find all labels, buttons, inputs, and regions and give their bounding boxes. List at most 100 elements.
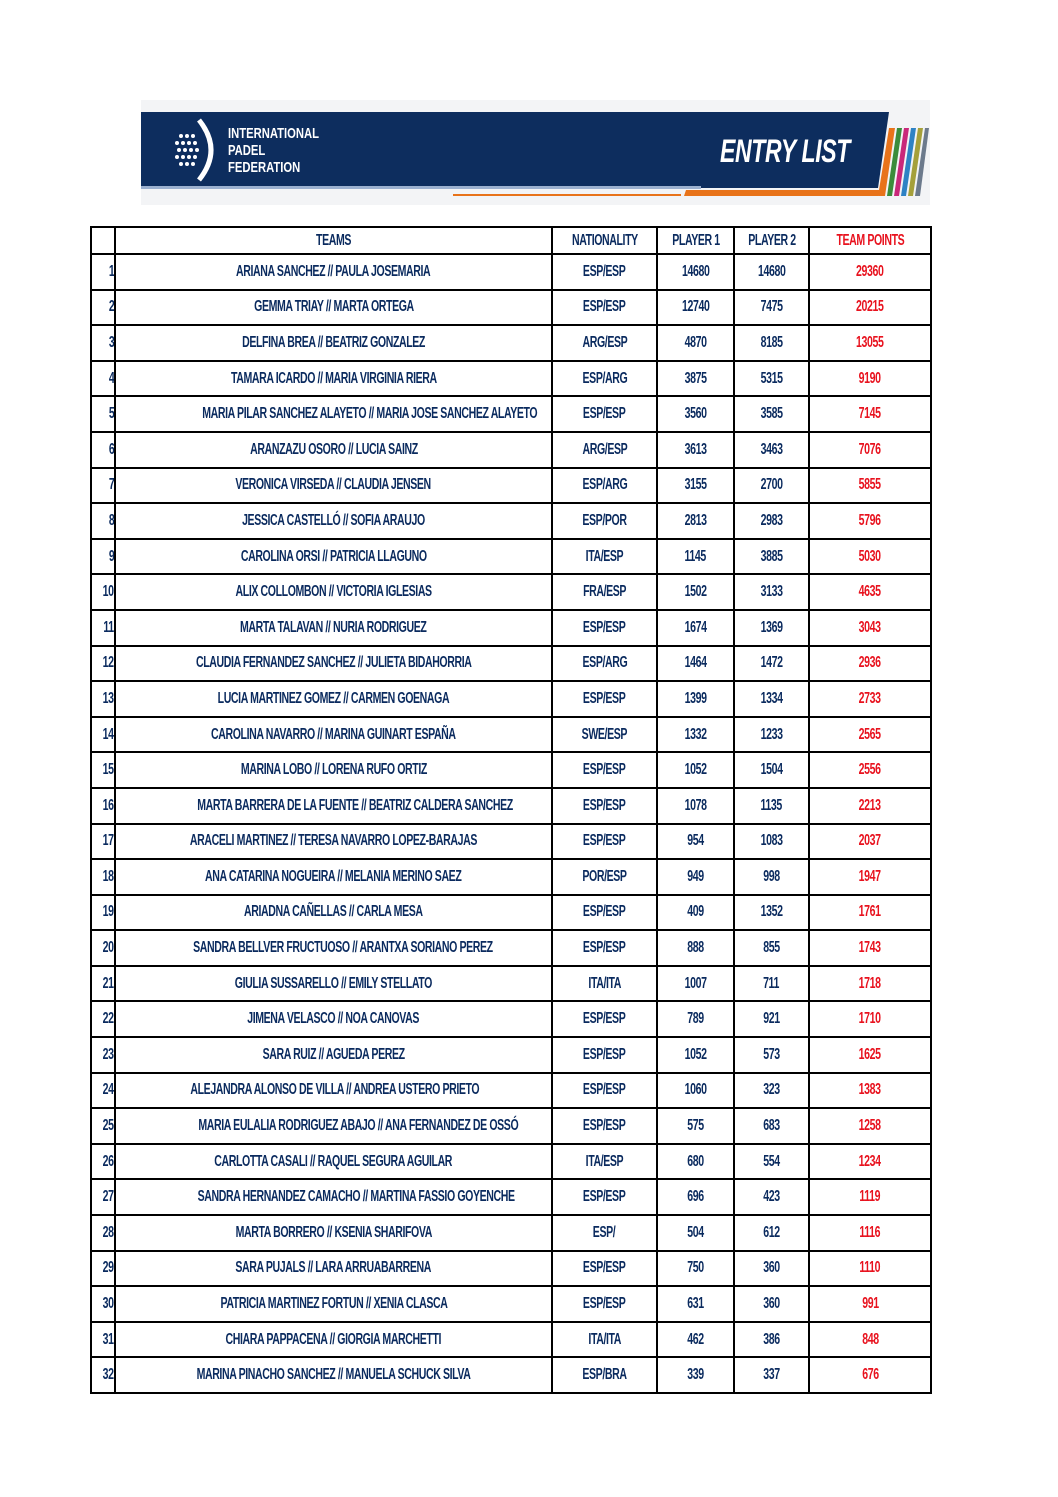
team-cell: JIMENA VELASCO // NOA CANOVAS bbox=[114, 1000, 553, 1039]
player1-points-cell: 3560 bbox=[656, 395, 735, 433]
team-points-cell: 676 bbox=[808, 1356, 932, 1394]
nationality-cell: ESP/ESP bbox=[551, 786, 658, 825]
player2-points-cell: 8185 bbox=[733, 324, 810, 362]
table-row: 31 CHIARA PAPPACENA // GIORGIA MARCHETTI I… bbox=[90, 1320, 932, 1359]
table-row: 29 SARA PUJALS // LARA ARRUABARRENA ESP/ES… bbox=[90, 1249, 932, 1288]
table-row: 30 PATRICIA MARTINEZ FORTUN // XENIA CLAS… bbox=[90, 1285, 932, 1323]
team-cell: MARTA TALAVAN // NURIA RODRIGUEZ bbox=[114, 608, 553, 647]
player2-points-cell: 2700 bbox=[733, 466, 810, 505]
team-cell: ALIX COLLOMBON // VICTORIA IGLESIAS bbox=[114, 573, 553, 611]
player2-points-cell: 5315 bbox=[733, 359, 810, 398]
nationality-cell: ESP/ESP bbox=[551, 680, 658, 718]
rank-cell: 17 bbox=[90, 822, 116, 861]
rank-cell: 32 bbox=[90, 1356, 116, 1394]
team-points-cell: 1110 bbox=[808, 1249, 932, 1288]
player1-points-cell: 504 bbox=[656, 1214, 735, 1252]
table-row: 8 JESSICA CASTELLÓ // SOFIA ARAUJO ESP/POR… bbox=[90, 502, 932, 540]
rank-cell: 20 bbox=[90, 929, 116, 967]
team-cell: MARIA EULALIA RODRIGUEZ ABAJO // ANA FER… bbox=[114, 1107, 553, 1145]
nationality-cell: ESP/ESP bbox=[551, 395, 658, 433]
team-points-cell: 5855 bbox=[808, 466, 932, 505]
table-row: 25 MARIA EULALIA RODRIGUEZ ABAJO // ANA F… bbox=[90, 1107, 932, 1145]
player1-points-cell: 1078 bbox=[656, 786, 735, 825]
table-row: 12 CLAUDIA FERNANDEZ SANCHEZ // JULIETA B… bbox=[90, 644, 932, 683]
rank-cell: 27 bbox=[90, 1178, 116, 1217]
player2-points-cell: 855 bbox=[733, 929, 810, 967]
player2-points-cell: 1472 bbox=[733, 644, 810, 683]
rank-cell: 4 bbox=[90, 359, 116, 398]
nationality-cell: ESP/ESP bbox=[551, 929, 658, 967]
player1-points-cell: 696 bbox=[656, 1178, 735, 1217]
nationality-cell: ESP/ESP bbox=[551, 1249, 658, 1288]
player2-points-cell: 3463 bbox=[733, 430, 810, 469]
player2-points-cell: 2983 bbox=[733, 502, 810, 540]
rank-cell: 21 bbox=[90, 964, 116, 1003]
nationality-cell: ESP/ESP bbox=[551, 822, 658, 861]
player2-points-cell: 360 bbox=[733, 1285, 810, 1323]
nationality-cell: ESP/ESP bbox=[551, 1107, 658, 1145]
player2-points-cell: 7475 bbox=[733, 288, 810, 327]
rank-cell: 18 bbox=[90, 858, 116, 896]
table-row: 18 ANA CATARINA NOGUEIRA // MELANIA MERIN… bbox=[90, 858, 932, 896]
team-points-cell: 5030 bbox=[808, 537, 932, 576]
team-points-cell: 2037 bbox=[808, 822, 932, 861]
team-points-cell: 2733 bbox=[808, 680, 932, 718]
player2-points-cell: 323 bbox=[733, 1071, 810, 1110]
nationality-cell: ARG/ESP bbox=[551, 430, 658, 469]
player1-points-cell: 631 bbox=[656, 1285, 735, 1323]
team-points-cell: 9190 bbox=[808, 359, 932, 398]
page-title: ENTRY LIST bbox=[720, 133, 850, 169]
team-cell: ALEJANDRA ALONSO DE VILLA // ANDREA USTE… bbox=[114, 1071, 553, 1110]
player1-points-cell: 954 bbox=[656, 822, 735, 861]
player1-points-cell: 3155 bbox=[656, 466, 735, 505]
table-row: 23 SARA RUIZ // AGUEDA PEREZ ESP/ESP 1052 57… bbox=[90, 1036, 932, 1074]
team-cell: MARINA LOBO // LORENA RUFO ORTIZ bbox=[114, 751, 553, 789]
team-points-cell: 1718 bbox=[808, 964, 932, 1003]
team-points-cell: 7145 bbox=[808, 395, 932, 433]
nationality-cell: ITA/ESP bbox=[551, 537, 658, 576]
nationality-cell: ESP/ESP bbox=[551, 893, 658, 932]
nationality-cell: FRA/ESP bbox=[551, 573, 658, 611]
table-row: 20 SANDRA BELLVER FRUCTUOSO // ARANTXA SO… bbox=[90, 929, 932, 967]
team-points-cell: 848 bbox=[808, 1320, 932, 1359]
rank-cell: 11 bbox=[90, 608, 116, 647]
nationality-header: NATIONALITY bbox=[551, 226, 658, 255]
nationality-cell: ESP/POR bbox=[551, 502, 658, 540]
table-row: 27 SANDRA HERNANDEZ CAMACHO // MARTINA FA… bbox=[90, 1178, 932, 1217]
player1-points-cell: 1145 bbox=[656, 537, 735, 576]
table-row: 2 GEMMA TRIAY // MARTA ORTEGA ESP/ESP 12740… bbox=[90, 288, 932, 327]
nationality-cell: SWE/ESP bbox=[551, 715, 658, 754]
nationality-cell: ESP/ESP bbox=[551, 1178, 658, 1217]
team-points-cell: 1258 bbox=[808, 1107, 932, 1145]
rank-header bbox=[90, 226, 116, 255]
rank-cell: 5 bbox=[90, 395, 116, 433]
player2-points-cell: 14680 bbox=[733, 253, 810, 291]
player2-points-cell: 554 bbox=[733, 1142, 810, 1181]
team-points-cell: 1761 bbox=[808, 893, 932, 932]
rank-cell: 8 bbox=[90, 502, 116, 540]
table-row: 26 CARLOTTA CASALI // RAQUEL SEGURA AGUIL… bbox=[90, 1142, 932, 1181]
table-header-row: TEAMS NATIONALITY PLAYER 1 PLAYER 2 TEAM… bbox=[90, 226, 932, 255]
team-cell: MARINA PINACHO SANCHEZ // MANUELA SCHUCK… bbox=[114, 1356, 553, 1394]
table-row: 15 MARINA LOBO // LORENA RUFO ORTIZ ESP/ES… bbox=[90, 751, 932, 789]
team-cell: DELFINA BREA // BEATRIZ GONZALEZ bbox=[114, 324, 553, 362]
player1-points-cell: 462 bbox=[656, 1320, 735, 1359]
team-cell: CAROLINA NAVARRO // MARINA GUINART ESPAÑ… bbox=[114, 715, 553, 754]
rank-cell: 7 bbox=[90, 466, 116, 505]
team-points-header: TEAM POINTS bbox=[808, 226, 932, 255]
federation-logo-text: INTERNATIONAL PADEL FEDERATION bbox=[228, 125, 320, 176]
player1-points-cell: 1674 bbox=[656, 608, 735, 647]
nationality-cell: ESP/ESP bbox=[551, 751, 658, 789]
rank-cell: 6 bbox=[90, 430, 116, 469]
nationality-cell: ESP/ESP bbox=[551, 1285, 658, 1323]
team-points-cell: 4635 bbox=[808, 573, 932, 611]
table-row: 3 DELFINA BREA // BEATRIZ GONZALEZ ARG/ESP… bbox=[90, 324, 932, 362]
player1-points-cell: 12740 bbox=[656, 288, 735, 327]
player2-points-cell: 3585 bbox=[733, 395, 810, 433]
rank-cell: 29 bbox=[90, 1249, 116, 1288]
team-cell: ARANZAZU OSORO // LUCIA SAINZ bbox=[114, 430, 553, 469]
table-row: 10 ALIX COLLOMBON // VICTORIA IGLESIAS FRA… bbox=[90, 573, 932, 611]
team-cell: CHIARA PAPPACENA // GIORGIA MARCHETTI bbox=[114, 1320, 553, 1359]
team-points-cell: 1119 bbox=[808, 1178, 932, 1217]
nationality-cell: ESP/ESP bbox=[551, 1000, 658, 1039]
